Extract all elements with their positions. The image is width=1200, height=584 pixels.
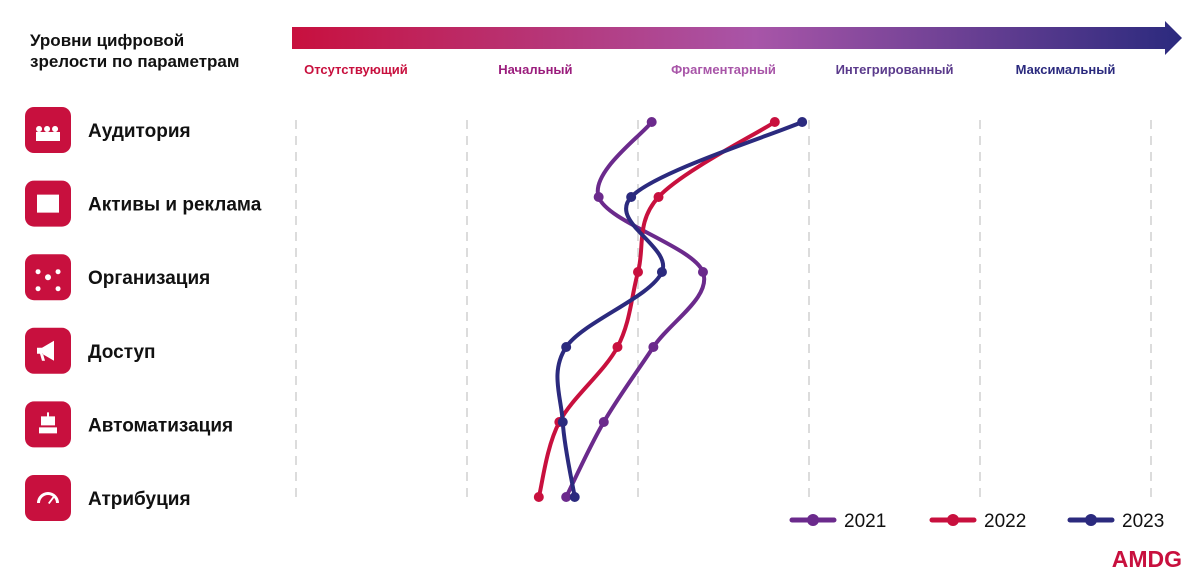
data-point-2022 [533, 492, 544, 502]
legend-swatch-dot [947, 514, 959, 526]
data-point-2021 [561, 492, 572, 502]
category-label: Доступ [88, 342, 156, 363]
gauge-icon [37, 492, 59, 504]
chart-title-line2: зрелости по параметрам [30, 52, 239, 71]
robot-icon [39, 412, 57, 434]
category-icon-badge [25, 475, 71, 521]
blueprint-icon [37, 194, 59, 213]
category-row: Активы и реклама [25, 180, 262, 227]
data-point-2022 [633, 267, 643, 277]
legend-label: 2023 [1122, 511, 1164, 532]
category-label: Аудитория [88, 121, 191, 142]
category-row: Организация [25, 254, 210, 301]
data-point-2022 [769, 117, 780, 127]
megaphone-icon [37, 340, 54, 361]
data-point-2021 [593, 192, 604, 202]
legend-label: 2021 [844, 511, 886, 532]
data-point-2023 [569, 492, 580, 502]
level-label: Начальный [498, 62, 572, 77]
data-point-2021 [598, 417, 609, 427]
category-label: Организация [88, 268, 210, 289]
amdg-logo: AMDG [1112, 546, 1182, 572]
legend-item: 2023 [1067, 511, 1164, 532]
data-point-2021 [648, 342, 659, 352]
data-point-2023 [626, 192, 637, 202]
network-icon [35, 269, 61, 292]
maturity-scale-arrow [292, 21, 1182, 55]
chart-title-line1: Уровни цифровой [30, 31, 184, 50]
data-point-2023 [561, 342, 572, 352]
data-point-2021 [697, 267, 708, 277]
level-label: Максимальный [1016, 62, 1116, 77]
level-label: Фрагментарный [671, 62, 776, 77]
category-label: Автоматизация [88, 415, 233, 436]
level-label: Интегрированный [836, 62, 954, 77]
level-label: Отсутствующий [304, 62, 408, 77]
people-icon [36, 126, 60, 141]
data-point-2022 [612, 342, 623, 352]
category-row: Атрибуция [25, 475, 191, 521]
category-row: Автоматизация [25, 401, 233, 448]
category-row: Доступ [25, 327, 156, 374]
data-point-2021 [646, 117, 657, 127]
data-point-2023 [656, 267, 667, 277]
legend-item: 2021 [789, 511, 886, 532]
category-row: Аудитория [25, 107, 191, 153]
data-point-2023 [797, 117, 808, 127]
legend-swatch-dot [1085, 514, 1097, 526]
category-label: Активы и реклама [88, 195, 262, 216]
category-label: Атрибуция [88, 489, 191, 510]
data-point-2022 [653, 192, 664, 202]
data-point-2023 [557, 417, 568, 427]
legend-label: 2022 [984, 511, 1026, 532]
legend-item: 2022 [929, 511, 1026, 532]
legend-swatch-dot [807, 514, 819, 526]
